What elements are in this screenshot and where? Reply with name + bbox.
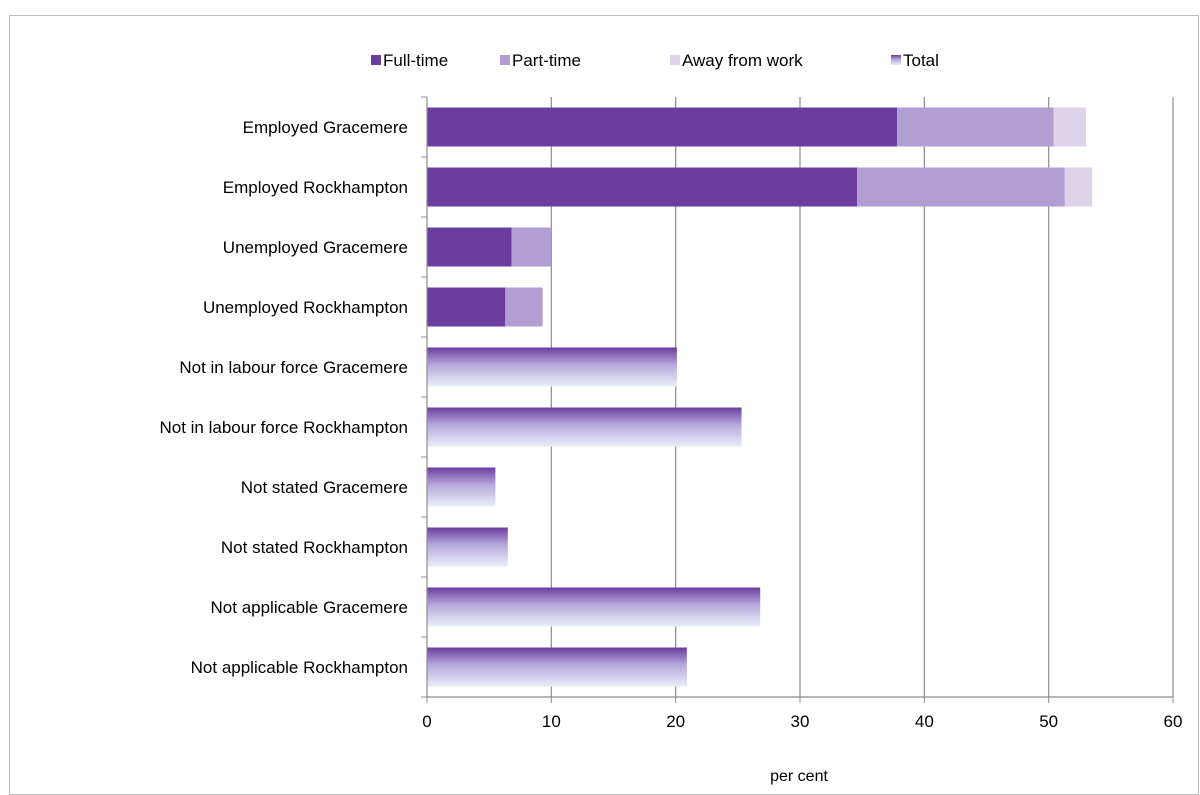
bar-total (427, 587, 761, 627)
category-label: Not in labour force Gracemere (179, 358, 408, 377)
x-tick-label: 30 (791, 712, 810, 731)
x-tick-label: 50 (1039, 712, 1058, 731)
bars (427, 107, 1093, 687)
category-labels: Employed Gracemere Employed Rockhampton Un… (159, 118, 408, 677)
category-label: Unemployed Rockhampton (203, 298, 408, 317)
legend-label: Total (903, 51, 939, 70)
bar-total (427, 347, 677, 387)
bar-total (427, 467, 496, 507)
bar-away-from-work (1064, 167, 1093, 207)
x-tick-label: 20 (666, 712, 685, 731)
bar-total (427, 407, 742, 447)
bar-part-time (511, 227, 552, 267)
category-label: Not in labour force Rockhampton (159, 418, 408, 437)
bar-part-time (896, 107, 1054, 147)
bar-part-time (505, 287, 543, 327)
legend-swatch (670, 55, 680, 65)
category-label: Unemployed Gracemere (223, 238, 408, 257)
category-label: Not applicable Gracemere (211, 598, 408, 617)
legend-label: Away from work (682, 51, 803, 70)
legend-swatch (500, 55, 510, 65)
bar-away-from-work (1053, 107, 1086, 147)
category-label: Employed Rockhampton (223, 178, 408, 197)
legend-swatch (891, 55, 901, 65)
legend-label: Part-time (512, 51, 581, 70)
bar-full-time (427, 287, 506, 327)
x-tick-label: 10 (542, 712, 561, 731)
bar-total (427, 647, 687, 687)
category-label: Not stated Rockhampton (221, 538, 408, 557)
axes (421, 96, 1174, 703)
legend-swatch (371, 55, 381, 65)
bar-full-time (427, 167, 858, 207)
legend: Full-time Part-time Away from work Total (371, 51, 939, 70)
category-label: Employed Gracemere (243, 118, 408, 137)
category-label: Not applicable Rockhampton (191, 658, 408, 677)
category-label: Not stated Gracemere (241, 478, 408, 497)
bar-part-time (857, 167, 1065, 207)
legend-label: Full-time (383, 51, 448, 70)
x-tick-label: 40 (915, 712, 934, 731)
x-tick-label: 0 (422, 712, 431, 731)
bar-total (427, 527, 508, 567)
x-tick-labels: 0 10 20 30 40 50 60 (422, 712, 1182, 731)
bar-full-time (427, 107, 897, 147)
bar-full-time (427, 227, 512, 267)
x-tick-label: 60 (1164, 712, 1183, 731)
x-axis-title: per cent (770, 768, 828, 785)
